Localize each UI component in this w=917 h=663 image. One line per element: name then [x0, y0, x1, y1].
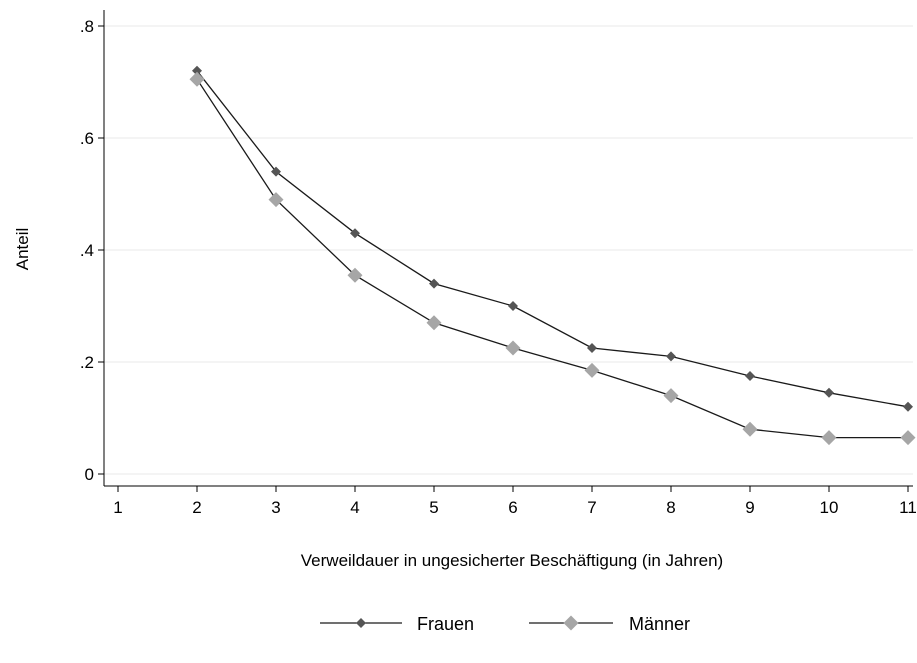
x-tick-label: 4 — [350, 498, 359, 517]
x-tick-label: 1 — [113, 498, 122, 517]
axes: 0 .2 .4 .6 .8 1 2 3 4 5 6 7 8 9 10 11 — [80, 10, 917, 517]
x-tick-label: 11 — [899, 498, 917, 517]
legend-label: Frauen — [417, 614, 474, 634]
data-point — [192, 65, 202, 76]
y-tick-label: .4 — [80, 241, 94, 260]
legend-marker — [563, 615, 579, 631]
y-tick-label: .6 — [80, 129, 94, 148]
x-tick-label: 9 — [745, 498, 754, 517]
legend-item: Frauen — [320, 614, 474, 634]
series-0 — [192, 65, 913, 412]
y-axis-title: Anteil — [13, 228, 32, 271]
data-point — [271, 166, 281, 177]
data-point — [584, 362, 600, 378]
legend-label: Männer — [629, 614, 690, 634]
data-point — [429, 278, 439, 289]
data-point — [350, 228, 360, 239]
legend: Frauen Männer — [320, 614, 690, 634]
series-1 — [189, 71, 916, 446]
y-tick-label: 0 — [85, 465, 94, 484]
data-point — [587, 343, 597, 353]
data-point — [666, 351, 676, 362]
y-tick-label: .8 — [80, 17, 94, 36]
data-point — [268, 192, 284, 208]
data-point — [347, 267, 363, 283]
x-axis-title: Verweildauer in ungesicherter Beschäftig… — [301, 551, 723, 570]
data-point — [821, 430, 837, 446]
legend-item: Männer — [529, 614, 690, 634]
data-point — [824, 387, 834, 398]
x-tick-label: 8 — [666, 498, 675, 517]
data-point — [742, 421, 758, 437]
y-tick-label: .2 — [80, 353, 94, 372]
x-tick-label: 3 — [271, 498, 280, 517]
x-tick-label: 6 — [508, 498, 517, 517]
x-tick-label: 7 — [587, 498, 596, 517]
data-point — [505, 340, 521, 356]
data-point — [900, 430, 916, 446]
data-point — [903, 401, 913, 412]
series-group — [189, 65, 916, 446]
data-point — [189, 71, 205, 87]
x-tick-label: 10 — [820, 498, 839, 517]
x-tick-label: 5 — [429, 498, 438, 517]
gridlines — [104, 25, 913, 475]
data-point — [508, 301, 518, 311]
data-point — [663, 388, 679, 404]
x-tick-label: 2 — [192, 498, 201, 517]
data-point — [426, 315, 442, 331]
data-point — [745, 371, 755, 381]
legend-marker — [356, 618, 366, 628]
series-line — [196, 70, 909, 408]
series-line — [196, 78, 908, 439]
